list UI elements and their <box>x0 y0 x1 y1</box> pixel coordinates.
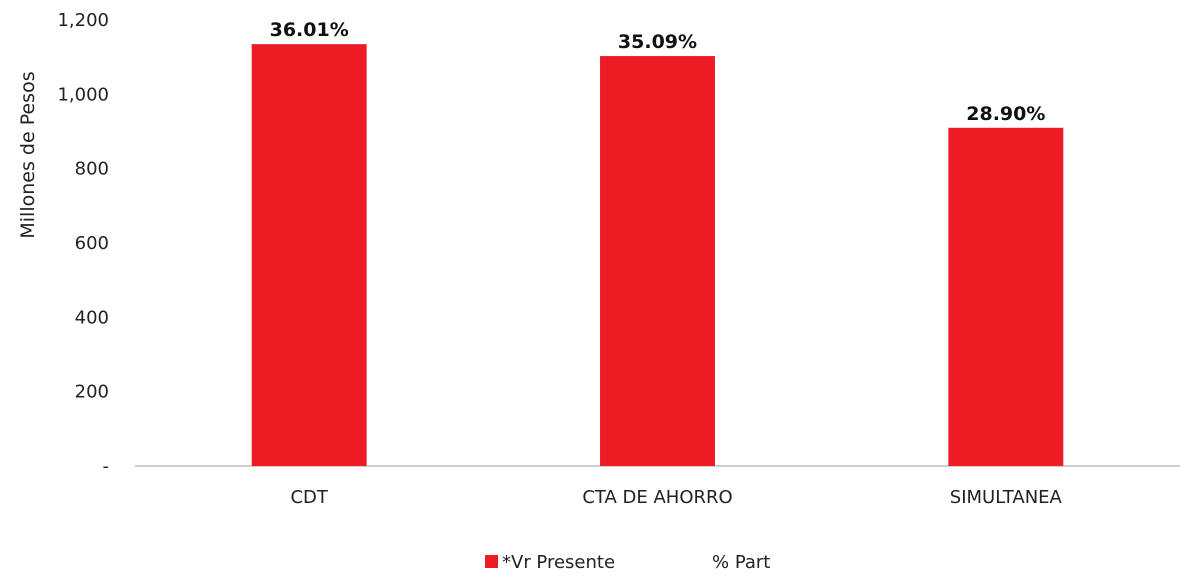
y-tick-label: 1,200 <box>57 10 109 31</box>
y-tick-label: 200 <box>75 382 109 403</box>
bars <box>251 44 1064 467</box>
bar <box>948 127 1064 467</box>
legend: *Vr Presente % Part <box>485 552 770 573</box>
legend-label-vr-presente: *Vr Presente <box>502 552 615 573</box>
bar-data-label: 35.09% <box>618 31 697 53</box>
bar-data-label: 28.90% <box>966 103 1045 125</box>
x-tick-label: SIMULTANEA <box>950 487 1063 508</box>
x-axis-labels: CDT CTA DE AHORRO SIMULTANEA <box>290 487 1062 508</box>
y-axis-title: Millones de Pesos <box>17 71 39 238</box>
data-labels: 36.01% 35.09% 28.90% <box>270 19 1046 125</box>
bar-data-label: 36.01% <box>270 19 349 41</box>
x-tick-label: CDT <box>290 487 328 508</box>
y-axis-ticks: - 200 400 600 800 1,000 1,200 <box>57 10 109 477</box>
x-tick-label: CTA DE AHORRO <box>582 487 732 508</box>
bar <box>251 44 367 467</box>
y-tick-label: - <box>103 456 110 477</box>
y-tick-label: 1,000 <box>57 84 109 105</box>
legend-label-part: % Part <box>712 552 770 573</box>
y-tick-label: 400 <box>75 307 109 328</box>
bar <box>600 56 715 466</box>
legend-swatch-vr-presente <box>485 555 498 568</box>
y-tick-label: 800 <box>75 159 109 180</box>
y-tick-label: 600 <box>75 233 109 254</box>
